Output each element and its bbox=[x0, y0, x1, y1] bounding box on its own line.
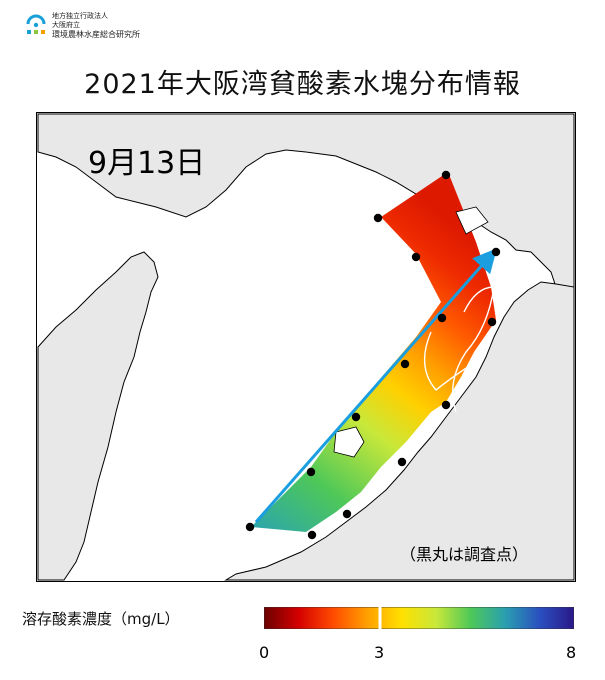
survey-station-dot bbox=[307, 530, 317, 540]
north-shore-land bbox=[37, 113, 575, 303]
survey-date: 9月13日 bbox=[88, 146, 206, 181]
survey-station-dot bbox=[437, 313, 447, 323]
do-color-scale bbox=[264, 607, 574, 629]
survey-station-dot bbox=[397, 457, 407, 467]
scale-tick-8: 8 bbox=[566, 643, 577, 662]
logo-line-2: 大阪府立 bbox=[52, 21, 80, 29]
survey-station-dot bbox=[411, 252, 421, 262]
institute-logo-mark-icon bbox=[26, 14, 46, 34]
survey-station-dot bbox=[306, 467, 316, 477]
do-contour-line bbox=[451, 286, 495, 413]
east-shore-land bbox=[224, 281, 575, 581]
artificial-island bbox=[455, 206, 489, 235]
survey-station-dot bbox=[441, 170, 451, 180]
artificial-island bbox=[333, 426, 365, 458]
do-survey-area bbox=[251, 172, 496, 532]
do-contour-line bbox=[423, 331, 477, 391]
legend-label: 溶存酸素濃度（mg/L） bbox=[22, 610, 180, 628]
survey-station-dot bbox=[400, 359, 410, 369]
scale-tick-3: 3 bbox=[374, 643, 385, 662]
survey-station-dot bbox=[373, 213, 383, 223]
page-title: 2021年大阪湾貧酸素水塊分布情報 bbox=[84, 69, 521, 100]
survey-transect-arrow bbox=[254, 248, 497, 523]
awaji-island-land bbox=[37, 251, 159, 581]
survey-station-dot bbox=[245, 522, 255, 532]
osaka-bay-map bbox=[36, 112, 576, 582]
survey-stations bbox=[245, 170, 501, 540]
logo-line-1: 地方独立行政法人 bbox=[52, 12, 108, 20]
survey-station-dot bbox=[487, 317, 497, 327]
institute-logo: 地方独立行政法人 大阪府立 環境農林水産総合研究所 bbox=[24, 10, 174, 44]
stations-note: （黒丸は調査点） bbox=[400, 545, 529, 564]
survey-station-dot bbox=[441, 400, 451, 410]
logo-line-3: 環境農林水産総合研究所 bbox=[52, 30, 140, 39]
survey-station-dot bbox=[342, 509, 352, 519]
scale-tick-0: 0 bbox=[259, 643, 270, 662]
survey-station-dot bbox=[491, 247, 501, 257]
survey-station-dot bbox=[351, 412, 361, 422]
